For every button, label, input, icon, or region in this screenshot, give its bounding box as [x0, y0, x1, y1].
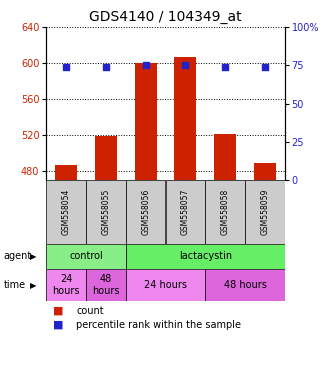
Bar — [86, 269, 126, 301]
Bar — [46, 244, 126, 269]
Text: GSM558058: GSM558058 — [220, 189, 230, 235]
Text: ■: ■ — [53, 306, 64, 316]
Bar — [245, 180, 285, 244]
Text: GSM558056: GSM558056 — [141, 189, 150, 235]
Text: control: control — [69, 251, 103, 262]
Text: ■: ■ — [53, 320, 64, 330]
Bar — [126, 180, 166, 244]
Bar — [95, 136, 117, 180]
Text: GSM558055: GSM558055 — [101, 189, 111, 235]
Text: 48 hours: 48 hours — [223, 280, 266, 290]
Bar — [166, 180, 205, 244]
Text: count: count — [76, 306, 104, 316]
Text: GSM558054: GSM558054 — [62, 189, 71, 235]
Text: percentile rank within the sample: percentile rank within the sample — [76, 320, 241, 330]
Text: agent: agent — [3, 251, 31, 262]
Text: ▶: ▶ — [30, 281, 36, 290]
Bar — [55, 165, 77, 180]
Bar — [126, 269, 205, 301]
Bar — [86, 180, 126, 244]
Text: GSM558059: GSM558059 — [260, 189, 269, 235]
Bar — [174, 57, 196, 180]
Bar — [214, 134, 236, 180]
Text: GSM558057: GSM558057 — [181, 189, 190, 235]
Text: lactacystin: lactacystin — [179, 251, 232, 262]
Text: 24
hours: 24 hours — [52, 274, 80, 296]
Bar — [205, 180, 245, 244]
Text: GDS4140 / 104349_at: GDS4140 / 104349_at — [89, 10, 242, 23]
Bar — [46, 180, 86, 244]
Text: 24 hours: 24 hours — [144, 280, 187, 290]
Bar — [46, 269, 86, 301]
Text: ▶: ▶ — [30, 252, 36, 261]
Bar — [205, 269, 285, 301]
Bar — [126, 244, 285, 269]
Text: 48
hours: 48 hours — [92, 274, 120, 296]
Text: time: time — [3, 280, 25, 290]
Bar — [254, 163, 276, 180]
Bar — [135, 63, 157, 180]
